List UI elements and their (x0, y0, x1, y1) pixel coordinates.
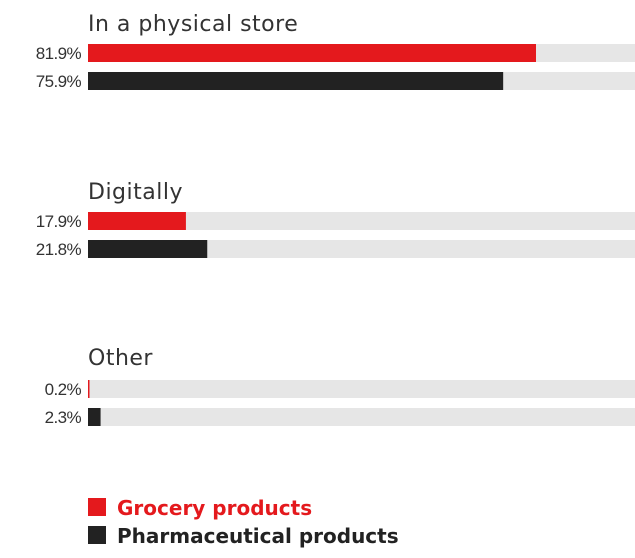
value-label-digitally-pharmaceutical-products: 21.8% (36, 240, 82, 259)
value-label-other-pharmaceutical-products: 2.3% (45, 408, 82, 427)
bar-other-grocery-products (88, 380, 90, 398)
bar-track-digitally-pharmaceutical-products (88, 240, 635, 258)
bar-track-digitally-grocery-products (88, 212, 635, 230)
value-label-digitally-grocery-products: 17.9% (36, 212, 82, 231)
value-label-in-a-physical-store-pharmaceutical-products: 75.9% (36, 72, 82, 91)
legend-label-pharmaceutical-products: Pharmaceutical products (117, 524, 399, 548)
value-label-in-a-physical-store-grocery-products: 81.9% (36, 44, 82, 63)
bar-track-other-grocery-products (88, 380, 635, 398)
bar-in-a-physical-store-grocery-products (88, 44, 536, 62)
group-label-in-a-physical-store: In a physical store (88, 12, 298, 37)
bar-digitally-pharmaceutical-products (88, 240, 208, 258)
group-label-digitally: Digitally (88, 180, 183, 205)
bar-in-a-physical-store-pharmaceutical-products (88, 72, 504, 90)
bar-track-other-pharmaceutical-products (88, 408, 635, 426)
legend-swatch-grocery-products (88, 498, 106, 516)
legend-label-grocery-products: Grocery products (117, 496, 312, 520)
legend-swatch-pharmaceutical-products (88, 526, 106, 544)
bar-other-pharmaceutical-products (88, 408, 101, 426)
group-label-other: Other (88, 346, 153, 371)
value-label-other-grocery-products: 0.2% (45, 380, 82, 399)
bar-digitally-grocery-products (88, 212, 186, 230)
